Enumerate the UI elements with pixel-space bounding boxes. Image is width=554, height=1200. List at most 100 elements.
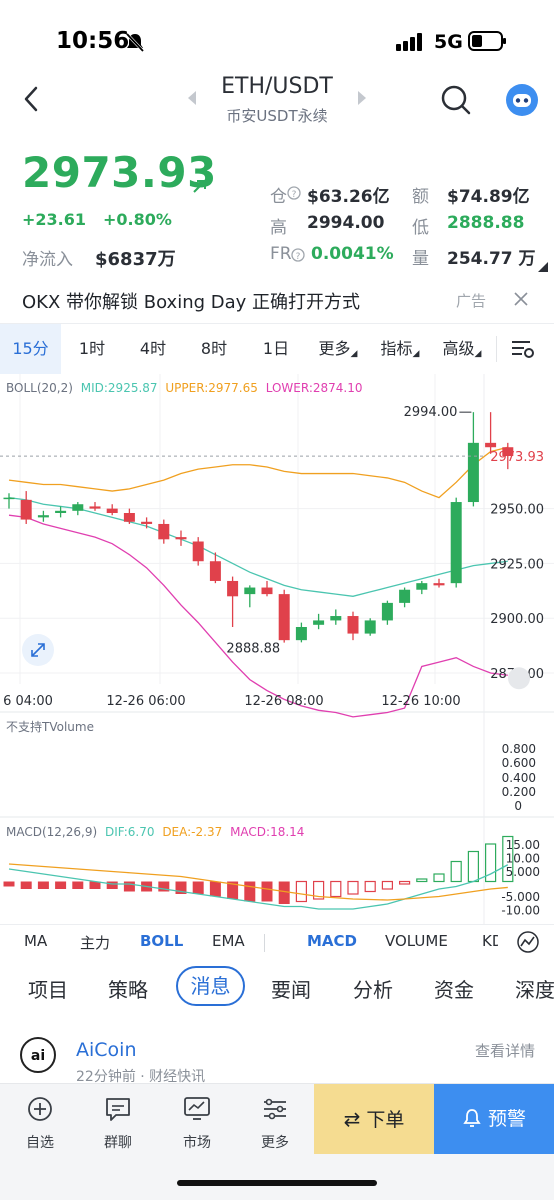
svg-text:0: 0 bbox=[514, 799, 522, 813]
news-tab-depth[interactable]: 深度 bbox=[515, 978, 554, 1002]
news-source[interactable]: AiCoin bbox=[76, 1039, 137, 1061]
candle-up bbox=[3, 497, 15, 500]
macd-bar-hollow bbox=[485, 843, 497, 883]
back-icon[interactable] bbox=[20, 84, 44, 114]
tab-4h[interactable]: 4时 bbox=[131, 324, 175, 374]
time-tick-label: 12-26 08:00 bbox=[244, 694, 323, 709]
close-icon[interactable] bbox=[512, 290, 530, 308]
news-tab-funds[interactable]: 资金 bbox=[434, 978, 474, 1002]
info-icon[interactable]: ? bbox=[287, 186, 301, 200]
news-tab-headlines[interactable]: 要闻 bbox=[271, 978, 311, 1002]
tab-ema[interactable]: EMA bbox=[212, 932, 245, 950]
nav-market[interactable]: 市场 bbox=[167, 1096, 227, 1152]
macd-bar-hollow bbox=[502, 835, 514, 883]
svg-text:0.800: 0.800 bbox=[502, 742, 536, 756]
news-tab-projects[interactable]: 项目 bbox=[28, 978, 68, 1002]
alert-button[interactable]: 预警 bbox=[434, 1084, 554, 1154]
svg-text:?: ? bbox=[296, 252, 301, 262]
tab-kd[interactable]: KD bbox=[482, 932, 498, 950]
tab-1h[interactable]: 1时 bbox=[70, 324, 114, 374]
macd-bar bbox=[278, 881, 290, 904]
boll-mid-value: MID:2925.87 bbox=[81, 381, 158, 395]
macd-bar bbox=[227, 881, 239, 899]
macd-bar-hollow bbox=[295, 880, 307, 903]
svg-text:0.200: 0.200 bbox=[502, 785, 536, 799]
price-tick-label: 2925.00 bbox=[490, 557, 544, 572]
candle-down bbox=[433, 583, 445, 586]
order-label: 下单 bbox=[366, 1109, 405, 1131]
tab-ma[interactable]: MA bbox=[24, 932, 48, 950]
nav-label: 自选 bbox=[26, 1135, 54, 1151]
candlestick-plot: 2994.00 2888.88 bbox=[0, 405, 514, 718]
low-value: 2888.88 bbox=[447, 213, 525, 233]
caret-icon: ◢ bbox=[350, 349, 358, 359]
macd-bar-hollow bbox=[330, 880, 342, 898]
info-icon[interactable]: ? bbox=[291, 248, 305, 262]
kline-chart[interactable]: BOLL(20,2) MID:2925.87 UPPER:2977.65 LOW… bbox=[0, 374, 554, 924]
candle-down bbox=[227, 580, 239, 597]
corner-expand-icon[interactable] bbox=[538, 262, 548, 272]
svg-text:ai: ai bbox=[31, 1048, 45, 1064]
fr-label: FR bbox=[270, 244, 292, 264]
tab-label: 1时 bbox=[78, 339, 106, 358]
svg-text:0.600: 0.600 bbox=[502, 756, 536, 770]
tab-main-force[interactable]: 主力 bbox=[80, 934, 111, 952]
status-time: 10:56 bbox=[56, 28, 130, 54]
candle-down bbox=[158, 523, 170, 540]
svg-text:0.400: 0.400 bbox=[502, 771, 536, 785]
low-label: 低 bbox=[412, 218, 429, 238]
macd-bar-hollow bbox=[416, 878, 428, 883]
ad-banner-text[interactable]: OKX 带你解锁 Boxing Day 正确打开方式 bbox=[22, 292, 361, 313]
news-tab-analysis[interactable]: 分析 bbox=[353, 978, 393, 1002]
order-button[interactable]: ⇄ 下单 bbox=[314, 1084, 434, 1154]
nav-label: 群聊 bbox=[104, 1135, 132, 1151]
macd-bar bbox=[20, 881, 32, 889]
battery-icon bbox=[468, 31, 506, 51]
next-pair-icon[interactable] bbox=[356, 90, 368, 106]
tab-8h[interactable]: 8时 bbox=[192, 324, 236, 374]
tab-macd[interactable]: MACD bbox=[307, 932, 357, 950]
robot-assistant-icon[interactable] bbox=[505, 83, 539, 117]
tab-indicators[interactable]: 指标◢ bbox=[376, 324, 424, 374]
search-icon[interactable] bbox=[440, 84, 472, 116]
nav-chat[interactable]: 群聊 bbox=[88, 1096, 148, 1152]
caret-icon: ◢ bbox=[412, 349, 420, 359]
macd-bar-hollow bbox=[450, 860, 462, 883]
divider bbox=[496, 336, 497, 362]
nav-label: 市场 bbox=[183, 1135, 211, 1151]
volume-value: 254.77 万 bbox=[447, 249, 536, 269]
news-tab-strategy[interactable]: 策略 bbox=[108, 978, 148, 1002]
fullscreen-icon[interactable] bbox=[22, 634, 54, 666]
amount-label: 额 bbox=[412, 187, 429, 207]
caret-icon: ◢ bbox=[474, 349, 482, 359]
tab-boll[interactable]: BOLL bbox=[140, 932, 184, 950]
tab-volume[interactable]: VOLUME bbox=[385, 932, 448, 950]
chart-settings-icon[interactable] bbox=[510, 338, 536, 360]
nav-more[interactable]: 更多 bbox=[245, 1096, 305, 1152]
nav-watchlist[interactable]: 自选 bbox=[10, 1096, 70, 1152]
macd-tick-label: -10.00 bbox=[501, 904, 540, 918]
tab-label: 4时 bbox=[139, 339, 167, 358]
news-tab-messages[interactable]: 消息 bbox=[176, 966, 245, 1006]
candle-down bbox=[175, 537, 187, 540]
view-details-link[interactable]: 查看详情 bbox=[475, 1042, 536, 1060]
boll-lower-value: LOWER:2874.10 bbox=[266, 381, 363, 395]
tab-1d[interactable]: 1日 bbox=[254, 324, 298, 374]
tvolume-note: 不支持TVolume bbox=[6, 719, 94, 734]
candle-up bbox=[467, 442, 479, 503]
status-bar: 10:56 5G bbox=[0, 0, 554, 80]
boll-upper-line bbox=[8, 446, 508, 499]
last-price-label: 2973.93 bbox=[490, 450, 544, 465]
indicator-chart-icon[interactable] bbox=[516, 931, 540, 953]
macd-legend: MACD(12,26,9) DIF:6.70 DEA:-2.37 MACD:18… bbox=[6, 825, 304, 839]
tab-15m[interactable]: 15分 bbox=[0, 324, 61, 374]
prev-pair-icon[interactable] bbox=[186, 90, 198, 106]
macd-dif-value: DIF:6.70 bbox=[105, 825, 155, 839]
tab-label: 指标 bbox=[380, 339, 413, 358]
macd-bar bbox=[55, 881, 67, 889]
ad-tag: 广告 bbox=[456, 292, 487, 310]
tab-more[interactable]: 更多◢ bbox=[314, 324, 362, 374]
tab-advanced[interactable]: 高级◢ bbox=[438, 324, 486, 374]
macd-bar bbox=[175, 881, 187, 894]
